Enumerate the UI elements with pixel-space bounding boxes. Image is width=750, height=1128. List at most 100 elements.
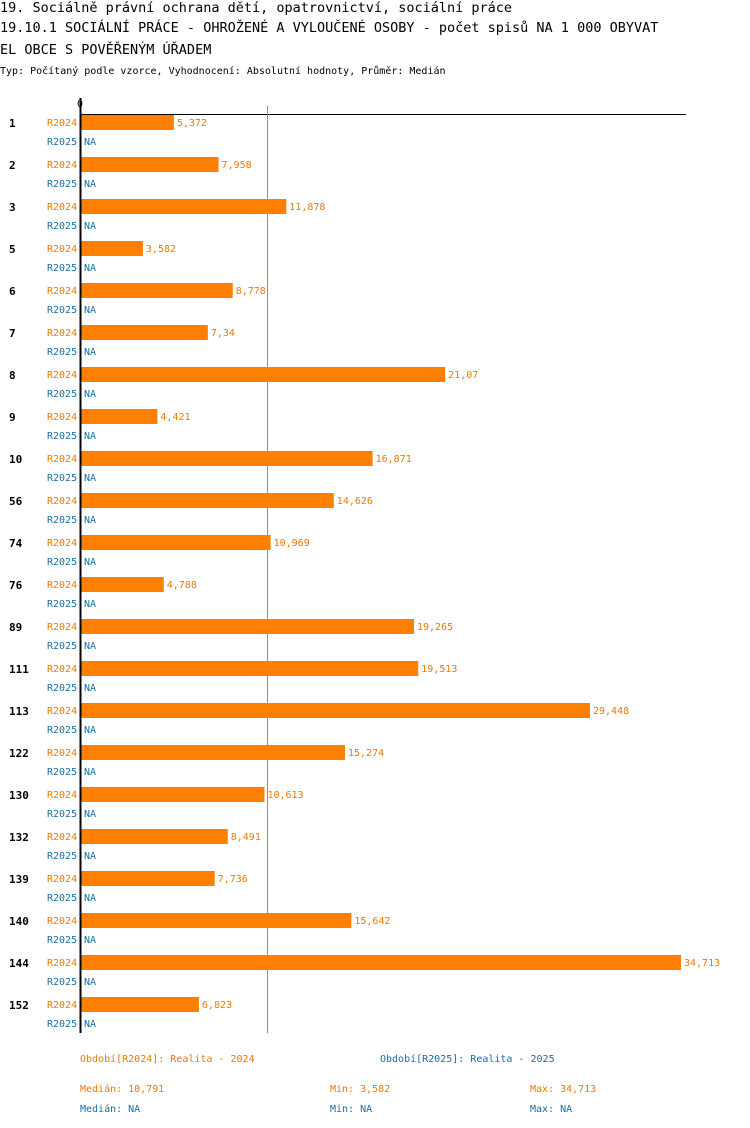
bar-value-label-r2025: NA (84, 893, 96, 904)
bar-value-label-r2024: 7,34 (211, 328, 235, 339)
bar-r2024 (81, 997, 199, 1012)
series-label-r2025: R2025 (47, 473, 77, 484)
series-label-r2024: R2024 (47, 286, 77, 297)
category-label: 139 (9, 873, 29, 886)
bar-value-label-r2024: 8,491 (231, 832, 261, 843)
bar-r2024 (81, 157, 219, 172)
category-label: 10 (9, 453, 22, 466)
series-label-r2025: R2025 (47, 389, 77, 400)
series-label-r2024: R2024 (47, 748, 77, 759)
chart-title: 19.10.1 SOCIÁLNÍ PRÁCE - OHROŽENÉ A VYLO… (0, 20, 659, 36)
series-label-r2024: R2024 (47, 706, 77, 717)
bar-value-label-r2025: NA (84, 557, 96, 568)
category-label: 152 (9, 999, 29, 1012)
stat-min-r2024: Min: 3,582 (330, 1084, 391, 1095)
bar-value-label-r2024: 5,372 (177, 118, 207, 129)
series-label-r2025: R2025 (47, 977, 77, 988)
bar-value-label-r2024: 16,871 (376, 454, 412, 465)
bar-value-label-r2025: NA (84, 641, 96, 652)
category-label: 144 (9, 957, 29, 970)
series-label-r2025: R2025 (47, 599, 77, 610)
series-label-r2025: R2025 (47, 431, 77, 442)
bar-r2024 (81, 325, 208, 340)
category-label: 7 (9, 327, 16, 340)
series-label-r2024: R2024 (47, 496, 77, 507)
bar-r2024 (81, 703, 590, 718)
category-label: 2 (9, 159, 16, 172)
series-label-r2024: R2024 (47, 118, 77, 129)
series-label-r2025: R2025 (47, 179, 77, 190)
bar-r2024 (81, 577, 164, 592)
category-label: 140 (9, 915, 29, 928)
bar-value-label-r2024: 19,265 (417, 622, 453, 633)
category-label: 9 (9, 411, 16, 424)
stat-min-r2025: Min: NA (330, 1104, 373, 1115)
bar-value-label-r2024: 3,582 (146, 244, 176, 255)
series-label-r2024: R2024 (47, 202, 77, 213)
bar-value-label-r2025: NA (84, 809, 96, 820)
series-label-r2025: R2025 (47, 347, 77, 358)
series-label-r2024: R2024 (47, 538, 77, 549)
series-label-r2025: R2025 (47, 263, 77, 274)
bar-value-label-r2024: 7,736 (218, 874, 248, 885)
bar-value-label-r2024: 7,958 (222, 160, 252, 171)
bar-value-label-r2025: NA (84, 977, 96, 988)
bar-value-label-r2024: 11,878 (289, 202, 325, 213)
bar-value-label-r2025: NA (84, 431, 96, 442)
category-label: 122 (9, 747, 29, 760)
bar-r2024 (81, 745, 346, 760)
bar-value-label-r2024: 34,713 (684, 958, 720, 969)
bar-value-label-r2024: 21,07 (448, 370, 478, 381)
bar-r2024 (81, 493, 334, 508)
series-label-r2025: R2025 (47, 893, 77, 904)
series-label-r2024: R2024 (47, 874, 77, 885)
bar-value-label-r2025: NA (84, 473, 96, 484)
category-label: 132 (9, 831, 29, 844)
series-label-r2024: R2024 (47, 454, 77, 465)
category-label: 130 (9, 789, 29, 802)
chart-meta-info: Typ: Počítaný podle vzorce, Vyhodnocení:… (0, 66, 446, 77)
category-label: 74 (9, 537, 23, 550)
category-label: 3 (9, 201, 16, 214)
series-label-r2024: R2024 (47, 328, 77, 339)
bar-value-label-r2024: 10,969 (274, 538, 310, 549)
bar-value-label-r2025: NA (84, 347, 96, 358)
series-label-r2024: R2024 (47, 622, 77, 633)
bar-r2024 (81, 241, 143, 256)
bar-value-label-r2024: 4,421 (160, 412, 190, 423)
series-label-r2025: R2025 (47, 809, 77, 820)
bar-value-label-r2025: NA (84, 389, 96, 400)
category-label: 111 (9, 663, 29, 676)
series-label-r2025: R2025 (47, 305, 77, 316)
series-label-r2024: R2024 (47, 244, 77, 255)
bar-value-label-r2024: 19,513 (421, 664, 457, 675)
bar-value-label-r2025: NA (84, 725, 96, 736)
bar-value-label-r2024: 10,613 (267, 790, 303, 801)
bar-value-label-r2025: NA (84, 683, 96, 694)
bar-value-label-r2024: 14,626 (337, 496, 373, 507)
bar-value-label-r2025: NA (84, 221, 96, 232)
bar-value-label-r2025: NA (84, 1019, 96, 1030)
legend-r2024: Období[R2024]: Realita - 2024 (80, 1054, 255, 1065)
bar-r2024 (81, 871, 215, 886)
category-label: 1 (9, 117, 16, 130)
bar-r2024 (81, 409, 158, 424)
series-label-r2024: R2024 (47, 580, 77, 591)
bar-r2024 (81, 829, 228, 844)
bar-value-label-r2025: NA (84, 599, 96, 610)
bar-r2024 (81, 787, 265, 802)
series-label-r2025: R2025 (47, 221, 77, 232)
bar-value-label-r2025: NA (84, 179, 96, 190)
bar-value-label-r2025: NA (84, 263, 96, 274)
report-section-title: 19. Sociálně právní ochrana dětí, opatro… (0, 0, 513, 16)
category-label: 8 (9, 369, 16, 382)
series-label-r2024: R2024 (47, 370, 77, 381)
series-label-r2024: R2024 (47, 664, 77, 675)
chart-title-continued: EL OBCE S POVĚŘENÝM ÚŘADEM (0, 42, 212, 58)
bar-value-label-r2025: NA (84, 767, 96, 778)
stat-median-r2024: Medián: 10,791 (80, 1084, 165, 1095)
series-label-r2025: R2025 (47, 557, 77, 568)
bar-r2024 (81, 115, 174, 130)
bar-r2024 (81, 283, 233, 298)
